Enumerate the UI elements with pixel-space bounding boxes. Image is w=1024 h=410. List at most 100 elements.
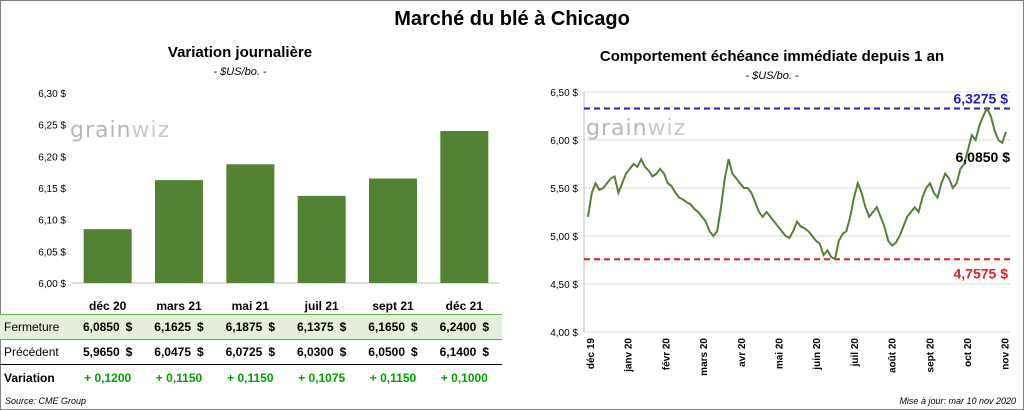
y-tick-label: 5,00 $ [550, 232, 578, 243]
currency-symbol: $ [411, 320, 418, 334]
bar [226, 164, 275, 283]
y-tick-label: 6,50 $ [550, 88, 578, 99]
cell-value: 6,1375 [296, 320, 334, 334]
table-cell: + 0,1075 [287, 371, 357, 385]
source-note: Source: CME Group [5, 396, 87, 406]
y-tick-label: 6,20 $ [38, 152, 66, 163]
bar [297, 195, 346, 283]
cell-value: + 0,1000 [440, 371, 488, 385]
logo-grain: grain [70, 118, 132, 143]
bar-chart-unit: - $US/bo. - [213, 66, 267, 78]
table-row-close: Fermeture 6,0850 $6,1625 $6,1875 $6,1375 $6,… [0, 314, 502, 340]
table-cell: 5,9650 $ [73, 345, 143, 359]
table-cell: 6,0475 $ [144, 345, 214, 359]
line-chart-title: Comportement échéance immédiate depuis 1… [599, 48, 945, 65]
cell-value: 6,1650 [368, 320, 405, 334]
cell-value: 6,0300 [296, 345, 334, 359]
last-price-label: 6,0850 $ [956, 149, 1011, 165]
x-category-label: déc 20 [89, 299, 127, 313]
update-note: Mise à jour: mar 10 nov 2020 [899, 396, 1016, 406]
cell-value: 6,0850 [82, 320, 120, 334]
table-cell: 6,2400 $ [429, 320, 499, 334]
currency-symbol: $ [197, 320, 204, 334]
x-tick-label: juin 20 [812, 338, 823, 371]
x-tick-label: déc 19 [586, 338, 597, 370]
y-tick-label: 4,50 $ [550, 280, 578, 291]
table-cell: 6,1400 $ [429, 345, 499, 359]
table-cell: 6,0300 $ [287, 345, 357, 359]
logo-wiz: wiz [131, 118, 171, 143]
page-title: Marché du blé à Chicago [394, 8, 630, 30]
row-label-variation: Variation [4, 371, 55, 385]
x-tick-label: nov 20 [1001, 338, 1012, 370]
x-tick-label: févr 20 [661, 338, 672, 371]
currency-symbol: $ [125, 345, 133, 359]
bar [83, 229, 132, 283]
currency-symbol: $ [482, 345, 490, 359]
price-series-line [587, 106, 1007, 261]
cell-value: 5,9650 [82, 345, 120, 359]
x-tick-label: mai 20 [774, 338, 785, 370]
x-category-label: sept 21 [372, 299, 414, 313]
x-tick-label: sept 20 [925, 338, 936, 373]
table-cell: 6,1650 $ [358, 320, 428, 334]
table-cell: + 0,1150 [358, 371, 428, 385]
table-cell: + 0,1150 [215, 371, 285, 385]
line-chart-unit: - $US/bo. - [745, 70, 799, 82]
row-label-previous: Précédent [4, 345, 59, 359]
cell-value: + 0,1150 [155, 371, 203, 385]
y-tick-label: 4,00 $ [550, 328, 578, 339]
x-category-label: juil 21 [304, 299, 339, 313]
x-tick-label: avr 20 [737, 338, 748, 367]
y-tick-label: 6,00 $ [550, 136, 578, 147]
currency-symbol: $ [125, 320, 133, 334]
bar [369, 178, 417, 283]
high-label: 6,3275 $ [954, 91, 1009, 107]
cell-value: + 0,1200 [84, 371, 132, 385]
bar [155, 180, 203, 283]
currency-symbol: $ [339, 345, 347, 359]
y-tick-label: 6,05 $ [38, 247, 66, 258]
logo-wiz-2: wiz [647, 116, 687, 141]
low-label: 4,7575 $ [954, 265, 1009, 281]
table-cell: + 0,1000 [429, 371, 499, 385]
table-cell: + 0,1150 [144, 371, 214, 385]
x-category-label: mai 21 [232, 299, 270, 313]
x-tick-label: août 20 [888, 338, 899, 373]
cell-value: 6,1625 [154, 320, 191, 334]
x-category-label: mars 21 [156, 299, 202, 313]
x-tick-label: oct 20 [963, 338, 974, 367]
currency-symbol: $ [268, 345, 276, 359]
bar-chart-title: Variation journalière [167, 44, 313, 61]
y-tick-label: 6,25 $ [38, 121, 66, 132]
table-cell: 6,1625 $ [144, 320, 214, 334]
x-category-label: déc 21 [446, 299, 484, 313]
cell-value: 6,0475 [154, 345, 191, 359]
table-cell: 6,1375 $ [287, 320, 357, 334]
cell-value: + 0,1075 [298, 371, 346, 385]
y-tick-label: 6,10 $ [38, 216, 66, 227]
cell-value: 6,1875 [225, 320, 263, 334]
y-tick-label: 5,50 $ [550, 184, 578, 195]
y-tick-label: 6,15 $ [38, 184, 66, 195]
x-tick-label: mars 20 [699, 338, 710, 376]
table-cell: 6,1875 $ [215, 320, 285, 334]
row-label-close: Fermeture [4, 320, 60, 334]
table-cell: 6,0500 $ [358, 345, 428, 359]
y-tick-label: 6,30 $ [38, 89, 66, 100]
table-cell: + 0,1200 [73, 371, 143, 385]
currency-symbol: $ [482, 320, 490, 334]
currency-symbol: $ [411, 345, 418, 359]
currency-symbol: $ [339, 320, 347, 334]
x-tick-label: janv 20 [624, 338, 635, 373]
cell-value: 6,0725 [225, 345, 263, 359]
bar-chart: 6,00 $ 6,05 $ 6,10 $ 6,15 $ 6,20 $ 6,25 $ 6,30… [38, 89, 500, 313]
grainwiz-logo-2: grainwiz [586, 116, 686, 141]
x-tick-label: juil 20 [850, 338, 861, 368]
logo-grain-2: grain [586, 116, 648, 141]
cell-value: 6,0500 [368, 345, 405, 359]
bar [440, 131, 489, 283]
currency-symbol: $ [268, 320, 276, 334]
cell-value: 6,1400 [439, 345, 477, 359]
table-row-variation: Variation + 0,1200 + 0,1150 + 0,1150 + 0,10… [0, 366, 502, 390]
